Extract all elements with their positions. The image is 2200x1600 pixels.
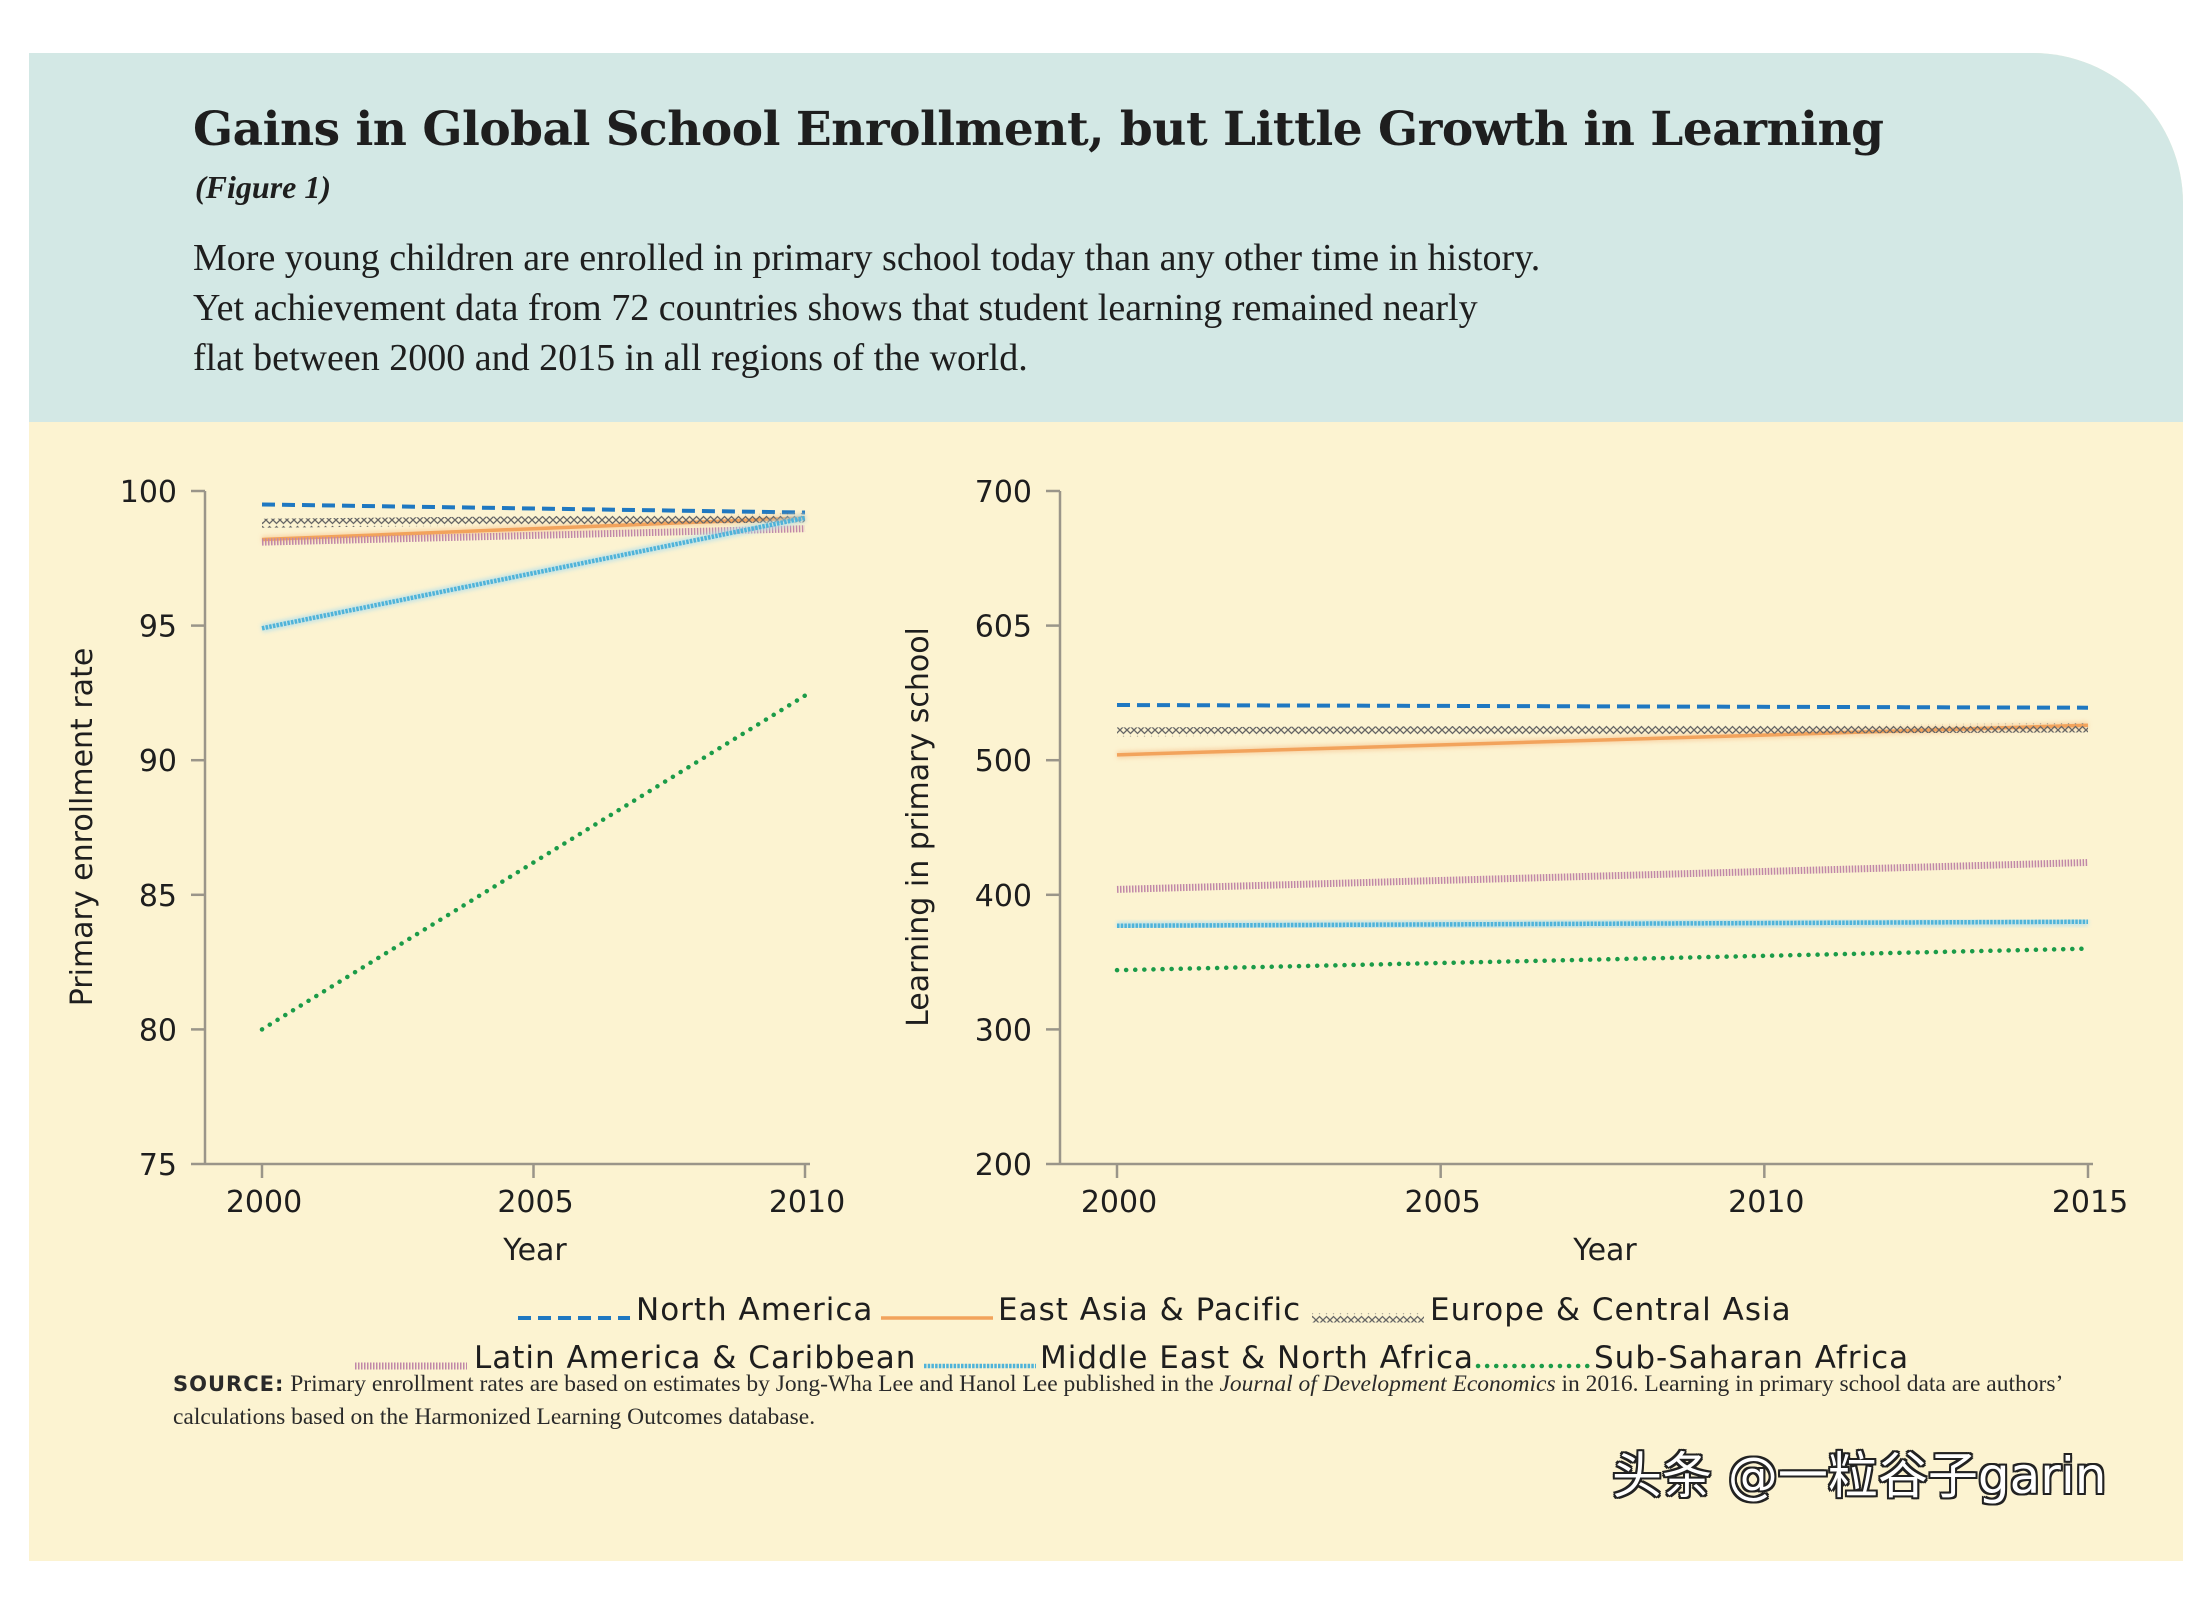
figure-card: Gains in Global School Enrollment, but L…	[29, 53, 2183, 1561]
series-line-europe-and-central-asia	[1116, 723, 2089, 737]
series-line-north-america	[261, 502, 806, 515]
series-line-middle-east-and-north-africa	[1116, 919, 2089, 929]
legend-label: Latin America & Caribbean	[474, 1340, 916, 1376]
source-label: SOURCE:	[173, 1372, 285, 1396]
source-text-before: Primary enrollment rates are based on es…	[284, 1371, 1220, 1397]
figure-label: (Figure 1)	[195, 169, 331, 205]
series-line-middle-east-and-north-africa-glow	[261, 514, 806, 633]
source-note: SOURCE: Primary enrollment rates are bas…	[173, 1368, 2093, 1434]
description-line: More young children are enrolled in prim…	[193, 237, 1541, 279]
series-line-europe-and-central-asia	[261, 513, 806, 528]
description-line: flat between 2000 and 2015 in all region…	[193, 337, 1028, 379]
description-line: Yet achievement data from 72 countries s…	[193, 287, 1478, 329]
legend-label: Europe & Central Asia	[1430, 1292, 1792, 1328]
learning-chart: 700 605 500 400 300 200 2000 2005 2010 2015 Year Le…	[901, 475, 2128, 1268]
y-tick-label: 605	[975, 610, 1032, 645]
series-line-latin-america-and-caribbean	[1116, 858, 2089, 893]
legend-label: Sub-Saharan Africa	[1594, 1340, 1909, 1376]
x-tick-label: 2015	[2052, 1185, 2128, 1220]
legend-label: East Asia & Pacific	[998, 1292, 1301, 1328]
y-tick-label: 700	[975, 475, 1032, 510]
x-axis-title: Year	[502, 1233, 567, 1268]
x-tick-label: 2000	[1081, 1185, 1157, 1220]
series-line-latin-america-and-caribbean	[261, 525, 806, 546]
x-tick-label: 2010	[1728, 1185, 1804, 1220]
legend: North America East Asia & Pacific Europe &…	[355, 1292, 1909, 1376]
enrollment-chart: 100 95 90 85 80 75 2000 2005 2010 Year Primary enr…	[65, 475, 845, 1268]
y-tick-label: 85	[139, 879, 177, 914]
x-tick-label: 2005	[497, 1185, 573, 1220]
legend-label: North America	[636, 1292, 873, 1328]
y-tick-label: 300	[975, 1013, 1032, 1048]
series-line-north-america	[1116, 703, 2089, 710]
y-axis-title: Learning in primary school	[901, 627, 936, 1027]
y-tick-label: 80	[139, 1013, 177, 1048]
y-tick-label: 400	[975, 879, 1032, 914]
x-tick-label: 2010	[769, 1185, 845, 1220]
y-tick-label: 95	[139, 610, 177, 645]
figure-header: Gains in Global School Enrollment, but L…	[29, 53, 2183, 422]
legend-label: Middle East & North Africa	[1040, 1340, 1474, 1376]
y-axis-title: Primary enrollment rate	[65, 648, 100, 1007]
y-tick-label: 200	[975, 1148, 1032, 1183]
y-tick-label: 100	[120, 475, 177, 510]
y-tick-label: 90	[139, 744, 177, 779]
series-line-sub-saharan-africa	[1114, 946, 2091, 973]
figure-title: Gains in Global School Enrollment, but L…	[193, 102, 1884, 157]
x-tick-label: 2000	[226, 1185, 302, 1220]
figure-description: More young children are enrolled in prim…	[193, 233, 1893, 383]
y-tick-label: 500	[975, 744, 1032, 779]
y-tick-label: 75	[139, 1148, 177, 1183]
source-journal: Journal of Development Economics	[1219, 1371, 1556, 1397]
series-line-sub-saharan-africa	[259, 693, 808, 1032]
source-text-after: in 2016. Learning in primary school data…	[173, 1371, 2062, 1430]
x-axis-title: Year	[1572, 1233, 1637, 1268]
watermark: 头条 @一粒谷子garin	[1612, 1447, 2107, 1505]
x-tick-label: 2005	[1404, 1185, 1480, 1220]
